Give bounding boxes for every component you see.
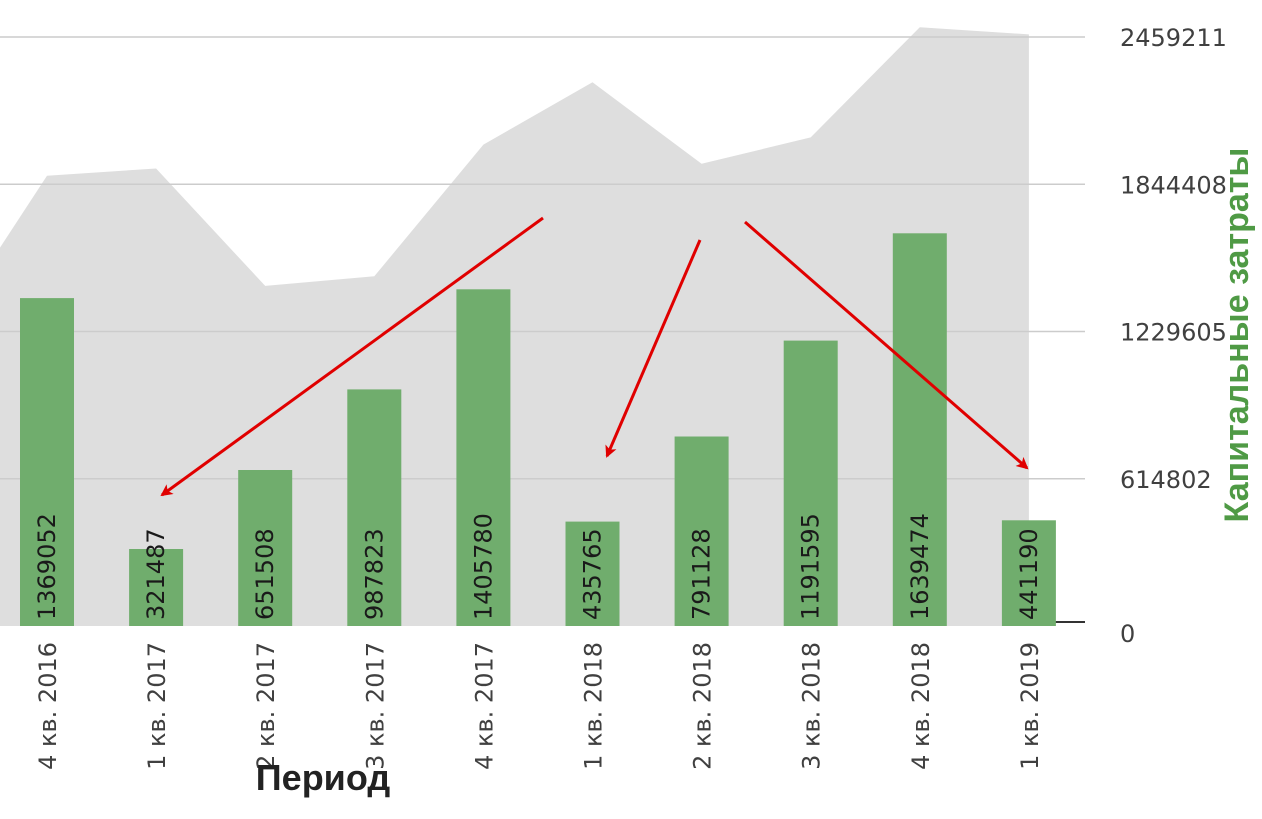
y-tick-label: 614802 bbox=[1120, 466, 1212, 494]
annotation-arrows bbox=[160, 216, 1029, 497]
bar bbox=[238, 470, 293, 626]
bar bbox=[129, 549, 184, 626]
bar bbox=[674, 436, 729, 626]
y-tick-label: 1229605 bbox=[1120, 319, 1227, 347]
bar bbox=[892, 233, 947, 627]
bar-value-label: 1191595 bbox=[797, 513, 825, 620]
bar-value-label: 435765 bbox=[579, 528, 607, 620]
bar bbox=[20, 298, 74, 626]
x-axis-title: Период bbox=[256, 757, 391, 798]
annotation-arrow bbox=[744, 220, 1029, 470]
bar-value-label: 1405780 bbox=[469, 513, 497, 620]
bar-series: 1369052 321487 651508 987823 1405780 435765 79… bbox=[20, 233, 1056, 627]
y-tick-label: 1844408 bbox=[1120, 171, 1227, 199]
bar-value-label: 791128 bbox=[688, 528, 716, 620]
y-tick-labels: 0 614802 1229605 1844408 2459211 bbox=[1120, 24, 1227, 648]
x-tick-label: 4 кв. 2018 bbox=[907, 642, 935, 770]
y-tick-label: 0 bbox=[1120, 620, 1135, 648]
bar bbox=[565, 521, 620, 626]
y-tick-label: 2459211 bbox=[1120, 24, 1227, 52]
y-axis-title: Капитальные затраты bbox=[1218, 148, 1256, 523]
x-tick-label: 2 кв. 2017 bbox=[252, 642, 280, 770]
bar-value-label: 987823 bbox=[360, 528, 388, 620]
x-tick-label: 4 кв. 2017 bbox=[470, 642, 498, 770]
x-tick-labels: 4 кв. 2016 1 кв. 2017 2 кв. 2017 3 кв. 2017… bbox=[34, 642, 1044, 770]
bar bbox=[783, 340, 838, 626]
x-tick-label: 2 кв. 2018 bbox=[689, 642, 717, 770]
x-tick-label: 4 кв. 2016 bbox=[34, 642, 62, 770]
bar-value-label: 441190 bbox=[1015, 528, 1043, 620]
bar-value-label: 1369052 bbox=[33, 513, 61, 620]
bar bbox=[456, 289, 511, 626]
bar bbox=[347, 389, 402, 626]
x-tick-label: 1 кв. 2018 bbox=[580, 642, 608, 770]
bar bbox=[1001, 520, 1056, 626]
x-tick-label: 3 кв. 2018 bbox=[798, 642, 826, 770]
bar-value-label: 321487 bbox=[142, 528, 170, 620]
annotation-arrow bbox=[605, 239, 702, 458]
bar-value-label: 1639474 bbox=[906, 513, 934, 620]
bar-value-label: 651508 bbox=[251, 528, 279, 620]
annotation-arrow bbox=[160, 216, 544, 497]
x-tick-label: 1 кв. 2019 bbox=[1016, 642, 1044, 770]
x-tick-label: 1 кв. 2017 bbox=[143, 642, 171, 770]
x-tick-label: 3 кв. 2017 bbox=[361, 642, 389, 770]
